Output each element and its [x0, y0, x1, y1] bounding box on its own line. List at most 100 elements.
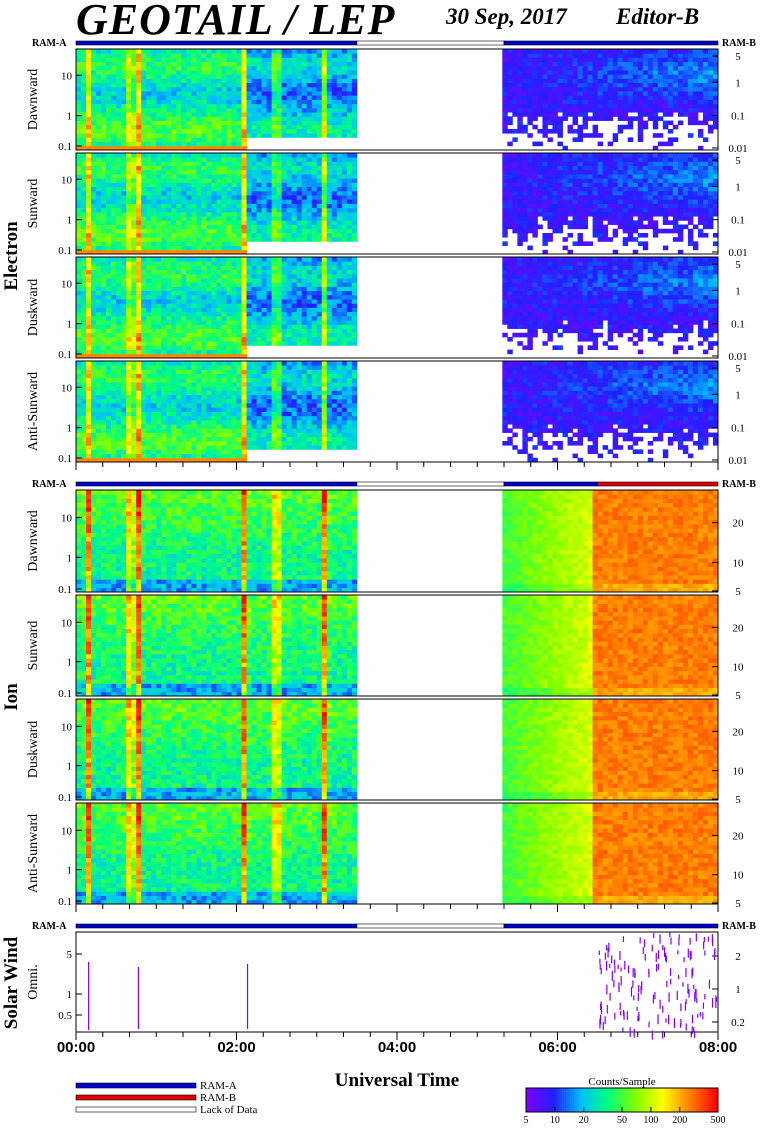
count-mark [695, 933, 697, 942]
time-tick-label: 02:00 [217, 1039, 255, 1056]
ram-bar [75, 481, 719, 487]
count-mark [620, 1010, 622, 1016]
colorbar-cell [578, 1088, 581, 1112]
colorbar-cell [550, 1088, 553, 1112]
count-mark [622, 1027, 624, 1032]
count-mark [643, 939, 646, 948]
count-mark [685, 999, 687, 1004]
count-mark [704, 950, 706, 956]
ram-bar [75, 923, 719, 929]
panel-label: Duskward [26, 721, 41, 779]
count-mark [620, 967, 622, 972]
count-mark [715, 999, 717, 1009]
colorbar-cell [636, 1088, 639, 1112]
ram-left-label: RAM-A [32, 38, 67, 49]
colorbar-cell [532, 1088, 535, 1112]
colorbar-cell [628, 1088, 631, 1112]
ram-bar [75, 40, 719, 46]
colorbar-cell [682, 1088, 685, 1112]
count-mark [669, 968, 672, 976]
panel-frame [75, 256, 719, 359]
count-mark [691, 1026, 693, 1034]
count-mark [638, 1011, 640, 1022]
colorbar-cell [566, 1088, 569, 1112]
time-axis: 00:00 02:00 04:00 06:00 08:00 [57, 1032, 737, 1056]
colorbar-cell [646, 1088, 649, 1112]
ram-left-label: RAM-A [32, 479, 67, 490]
colorbar-cell [548, 1088, 551, 1112]
panel-frame [75, 48, 719, 151]
colorbar-cell [586, 1088, 589, 1112]
count-mark [600, 1003, 602, 1011]
count-mark [657, 950, 660, 960]
count-mark [639, 937, 641, 944]
count-mark [689, 951, 691, 961]
left-tick-label: 0.1 [58, 584, 72, 596]
count-mark [667, 1014, 670, 1025]
right-tick-label: 1 [735, 181, 741, 193]
right-tick-label: 1 [735, 984, 741, 996]
count-mark [651, 944, 653, 952]
colorbar-cell [704, 1088, 707, 1112]
count-mark [715, 997, 718, 1002]
count-mark [715, 995, 717, 1002]
colorbar-cell [582, 1088, 585, 1112]
colorbar-tick-label: 5 [524, 1115, 529, 1126]
panel-label: Anti-Sunward [26, 372, 41, 451]
colorbar-cell [680, 1088, 683, 1112]
ram-segment [356, 40, 505, 46]
count-mark [634, 972, 636, 978]
colorbar-cell [536, 1088, 539, 1112]
colorbar-cell [590, 1088, 593, 1112]
right-tick-label: 0.1 [731, 423, 745, 435]
panel-frame [75, 698, 719, 801]
left-tick-label: 10 [61, 825, 73, 837]
page-title: GEOTAIL / LEP [76, 0, 396, 44]
count-mark [703, 936, 705, 943]
colorbar-title: Counts/Sample [588, 1076, 655, 1088]
count-mark [702, 1012, 704, 1020]
time-tick-label: 06:00 [538, 1039, 576, 1056]
count-mark [600, 968, 602, 975]
right-tick-label: 10 [733, 557, 745, 569]
panel-label: Dawnward [26, 510, 41, 571]
left-tick-label: 1 [67, 552, 73, 564]
legend-swatch [75, 1094, 197, 1101]
count-mark [691, 968, 693, 979]
colorbar-cell [568, 1088, 571, 1112]
right-tick-label: 20 [733, 518, 745, 530]
count-mark [619, 951, 621, 960]
left-tick-label: 10 [61, 382, 73, 394]
count-mark [632, 968, 634, 978]
count-mark [691, 1014, 694, 1024]
colorbar-cell [614, 1088, 617, 1112]
left-tick-label: 10 [61, 513, 73, 525]
colorbar-tick-label: 200 [672, 1115, 687, 1126]
colorbar-cell [626, 1088, 629, 1112]
count-mark [605, 960, 608, 971]
colorbar-cell [554, 1088, 557, 1112]
count-mark [666, 980, 668, 988]
ram-right-label: RAM-B [722, 38, 756, 49]
count-mark [620, 975, 622, 986]
count-mark [640, 986, 642, 995]
colorbar-cell [528, 1088, 531, 1112]
count-mark [606, 944, 608, 951]
count-mark [599, 958, 601, 964]
left-tick-label: 0.5 [58, 1010, 72, 1022]
colorbar-cell [672, 1088, 675, 1112]
count-mark [638, 984, 640, 993]
colorbar-cell [558, 1088, 561, 1112]
count-mark [659, 934, 661, 944]
count-mark [676, 990, 678, 1001]
count-mark [599, 964, 601, 970]
right-tick-label: 5 [735, 586, 741, 598]
colorbar-cell [664, 1088, 667, 1112]
editor-label: Editor-B [616, 4, 700, 29]
count-mark [683, 957, 685, 963]
legend-label: Lack of Data [200, 1104, 258, 1116]
count-mark [626, 1011, 628, 1020]
colorbar-cell [696, 1088, 699, 1112]
left-tick-label: 10 [61, 174, 73, 186]
